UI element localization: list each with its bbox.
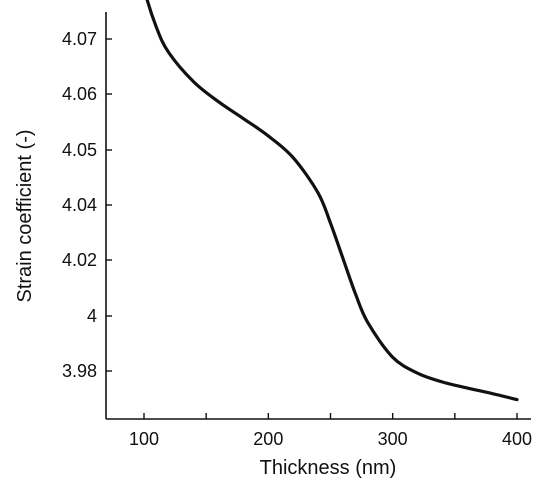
x-axis-label: Thickness (nm)	[260, 457, 397, 479]
y-tick-label: 4.02	[62, 250, 97, 270]
series-line	[145, 0, 519, 402]
y-tick-label: 4.04	[62, 195, 97, 215]
y-tick-label: 4	[87, 306, 97, 326]
y-tick-label: 4.07	[62, 29, 97, 49]
x-tick-label: 300	[378, 429, 408, 449]
y-tick-label: 3.98	[62, 361, 97, 381]
plot-area	[145, 0, 519, 402]
x-tick-label: 100	[129, 429, 159, 449]
y-axis-label: Strain coefficient (-)	[14, 129, 36, 302]
ticks-layer: 3.98 4 4.02 4.04 4.05 4.06 4.07 100 200 300 400	[62, 29, 532, 449]
x-tick-label: 400	[502, 429, 532, 449]
y-tick-label: 4.05	[62, 140, 97, 160]
x-tick-label: 200	[253, 429, 283, 449]
y-tick-label: 4.06	[62, 84, 97, 104]
